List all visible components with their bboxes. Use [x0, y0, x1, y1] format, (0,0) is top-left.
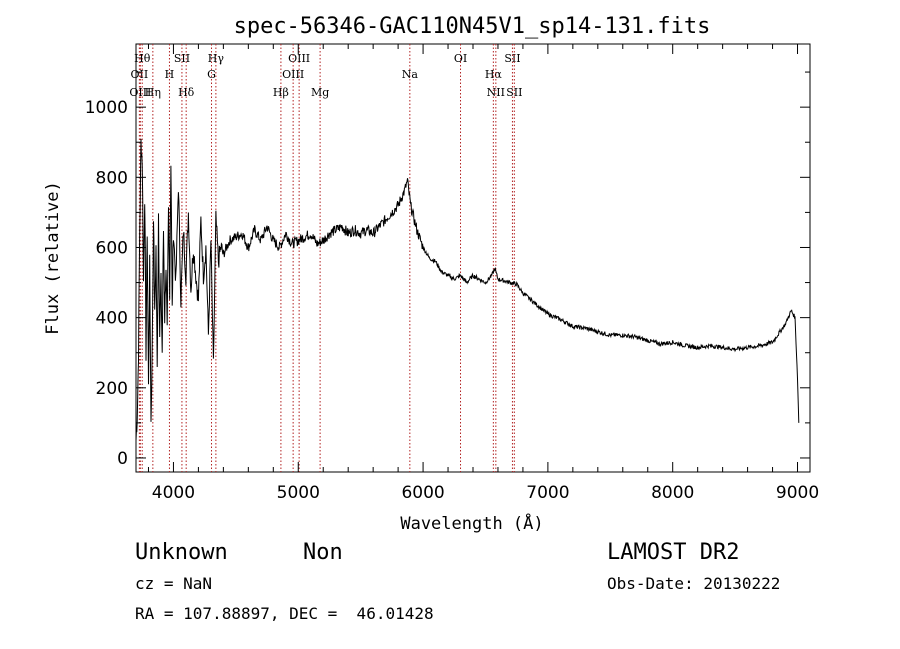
spectral-line-label: Hδ [178, 86, 195, 99]
spectral-line-label: Hβ [273, 86, 289, 99]
spectral-line-label: Mg [311, 86, 329, 99]
spectral-line-label: Hα [485, 68, 503, 81]
object-class: Unknown [135, 540, 228, 565]
spectral-line-label: H [165, 68, 175, 81]
spectral-line-label: SII [504, 52, 520, 65]
spectral-line-markers: OII OIII Hθ Hη H SII Hδ Hγ G Hβ OIII OIII Mg Na OI Hα NI… [129, 44, 522, 472]
plot-frame [135, 43, 811, 473]
y-tick-label: 1000 [85, 98, 128, 118]
y-axis: 0 200 400 600 800 1000 [85, 71, 810, 469]
spectral-line-label: Na [402, 68, 419, 81]
y-axis-label: Flux (relative) [43, 181, 63, 335]
x-tick-label: 5000 [277, 483, 320, 503]
spectral-line-label: OIII [129, 86, 151, 99]
spectral-line-label: G [207, 68, 216, 81]
redshift-cz: cz = NaN [135, 574, 212, 593]
observation-date: Obs-Date: 20130222 [607, 574, 780, 593]
y-tick-label: 600 [96, 238, 128, 258]
x-tick-label: 7000 [526, 483, 569, 503]
spectral-line-label: SII [174, 52, 190, 65]
spectral-line-label: OI [454, 52, 467, 65]
spectral-line-label: OIII [282, 68, 304, 81]
spectral-line-label: SII [506, 86, 522, 99]
object-subclass: Non [303, 540, 343, 565]
x-tick-label: 8000 [651, 483, 694, 503]
x-axis-label: Wavelength (Å) [400, 512, 543, 534]
spectral-line-label: Hγ [208, 52, 225, 65]
y-tick-label: 200 [96, 379, 128, 399]
chart-title: spec-56346-GAC110N45V1_sp14-131.fits [234, 14, 711, 39]
spectral-line-label: Hθ [134, 52, 151, 65]
flux-series-line [135, 138, 800, 441]
x-tick-label: 4000 [152, 483, 195, 503]
x-tick-label: 6000 [401, 483, 444, 503]
spectral-line-label: Hη [145, 86, 161, 99]
y-tick-label: 400 [96, 309, 128, 329]
y-tick-label: 800 [96, 168, 128, 188]
spectral-line-label: NII [487, 86, 505, 99]
x-tick-label: 9000 [776, 483, 819, 503]
survey-name: LAMOST DR2 [607, 540, 739, 565]
y-tick-label: 0 [117, 449, 128, 469]
coordinates: RA = 107.88897, DEC = 46.01428 [135, 604, 434, 623]
x-axis: 4000 5000 6000 7000 8000 9000 [147, 44, 819, 503]
spectral-line-label: OIII [288, 52, 310, 65]
spectral-line-label: OII [131, 68, 149, 81]
